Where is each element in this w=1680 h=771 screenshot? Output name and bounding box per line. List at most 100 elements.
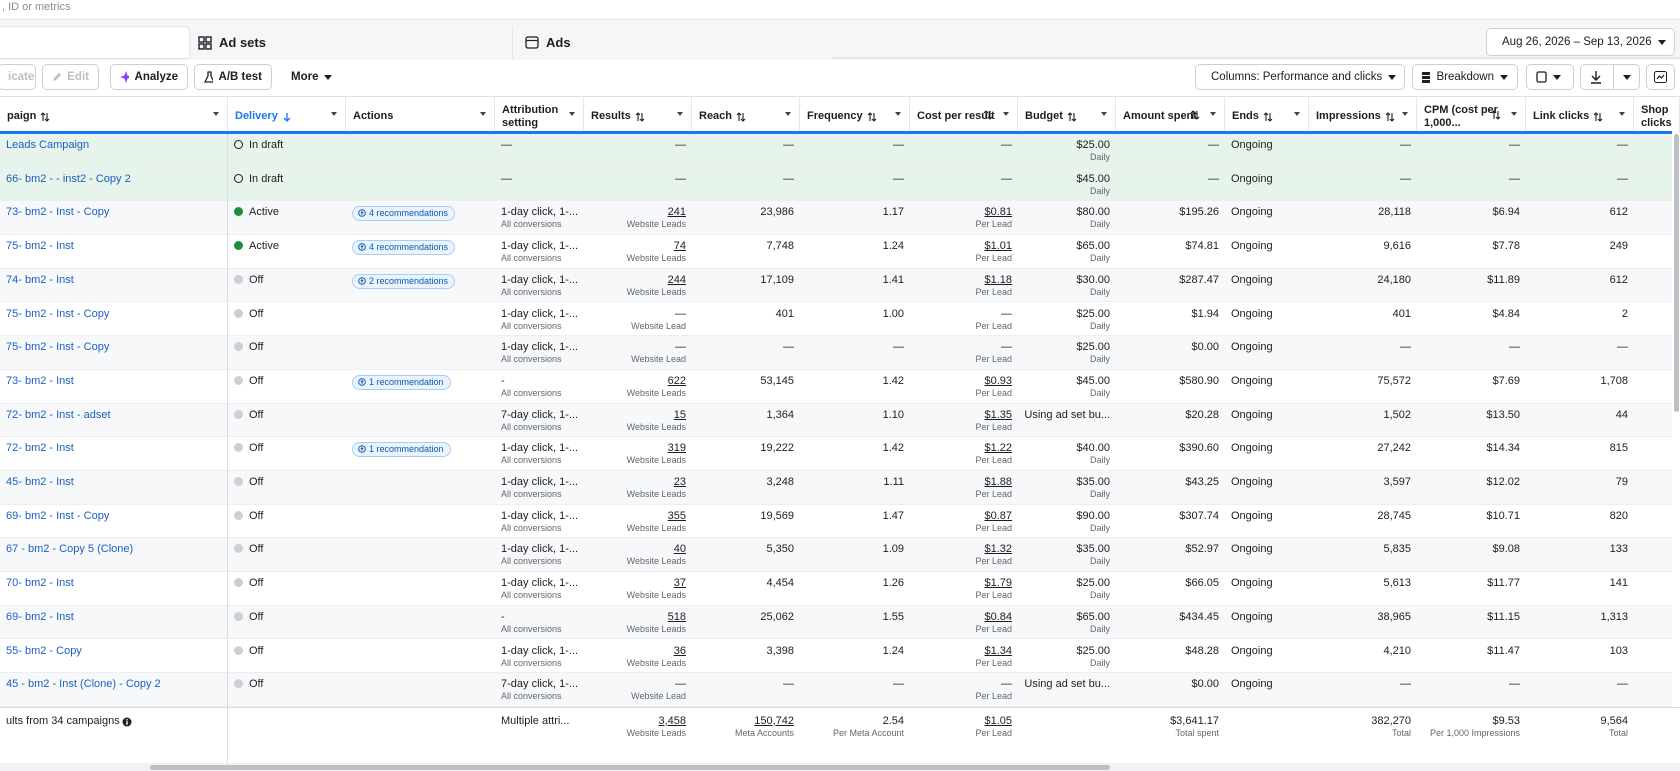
cost-value[interactable]: $1.88 [984, 476, 1012, 488]
cost-value[interactable]: $1.18 [984, 273, 1012, 286]
results-value[interactable]: 74 [673, 240, 686, 253]
campaign-name[interactable]: 67 - bm2 - Copy 5 (Clone) [6, 543, 134, 556]
column-menu-caret[interactable] [213, 112, 219, 116]
column-header[interactable]: Attribution setting [495, 96, 584, 133]
campaign-name[interactable]: 55- bm2 - Copy [6, 644, 82, 657]
table-row[interactable] [0, 369, 1672, 404]
cost-value[interactable]: $1.22 [984, 442, 1012, 455]
column-header[interactable]: Budget [1018, 96, 1116, 133]
results-value[interactable]: 241 [667, 206, 686, 219]
cost-value[interactable]: $0.81 [984, 206, 1012, 219]
column-menu-caret[interactable] [1402, 112, 1408, 116]
column-header[interactable]: CPM (cost per 1,000... [1417, 96, 1526, 133]
sort-icon[interactable] [736, 111, 746, 122]
results-value[interactable]: 36 [673, 644, 686, 657]
more-button[interactable]: More [281, 64, 341, 90]
table-row[interactable] [0, 302, 1672, 337]
column-menu-caret[interactable] [1101, 112, 1107, 116]
results-value[interactable]: 244 [667, 273, 686, 286]
reports-button[interactable] [1526, 64, 1574, 90]
cost-value[interactable]: $1.01 [984, 240, 1012, 253]
column-menu-caret[interactable] [1003, 112, 1009, 116]
column-menu-caret[interactable] [1619, 112, 1625, 116]
campaign-name[interactable]: 66- bm2 - - inst2 - Copy 2 [6, 172, 131, 185]
cost-value[interactable]: $1.79 [984, 577, 1012, 590]
column-header[interactable]: Frequency [800, 96, 910, 133]
ad-sets-tab[interactable]: Ad sets [198, 26, 512, 59]
campaign-name[interactable]: 45 - bm2 - Inst (Clone) - Copy 2 [6, 678, 161, 691]
campaign-name[interactable]: Leads Campaign [6, 139, 90, 151]
sort-icon[interactable] [1067, 111, 1077, 122]
recommendation-pill[interactable]: 4 recommendations [352, 206, 456, 222]
column-header[interactable]: Results [584, 96, 692, 133]
recommendation-pill[interactable]: 1 recommendation [352, 374, 451, 390]
column-header[interactable]: Link clicks [1526, 96, 1634, 133]
table-row[interactable] [0, 538, 1672, 573]
campaign-name[interactable]: 73- bm2 - Inst [6, 374, 74, 387]
recommendation-pill[interactable]: 1 recommendation [352, 442, 451, 458]
duplicate-button[interactable]: icate [0, 64, 36, 90]
cost-value[interactable]: $1.32 [984, 543, 1012, 556]
campaign-name[interactable]: 75- bm2 - Inst - Copy [6, 307, 110, 320]
sort-icon[interactable] [1190, 110, 1200, 120]
campaign-name[interactable]: 75- bm2 - Inst - Copy [6, 341, 110, 354]
column-header[interactable]: Amount spent [1116, 96, 1225, 133]
sort-icon[interactable] [282, 112, 292, 122]
cost-value[interactable]: $1.34 [984, 644, 1012, 657]
results-value[interactable]: 37 [673, 577, 686, 590]
columns-button[interactable]: Columns: Performance and clicks [1195, 64, 1405, 90]
table-row[interactable] [0, 504, 1672, 539]
campaign-name[interactable]: 70- bm2 - Inst [6, 577, 74, 590]
analyze-button[interactable]: Analyze [110, 64, 188, 90]
campaign-name[interactable]: 72- bm2 - Inst - adset [6, 408, 111, 421]
column-header[interactable]: paign [0, 96, 228, 133]
vertical-scrollbar[interactable] [1674, 134, 1679, 412]
campaign-name[interactable]: 69- bm2 - Inst [6, 610, 74, 623]
table-row[interactable] [0, 572, 1672, 606]
export-menu[interactable] [1613, 65, 1639, 89]
column-header[interactable]: Impressions [1309, 96, 1417, 133]
campaign-name[interactable]: 73- bm2 - Inst - Copy [6, 206, 110, 219]
sort-icon[interactable] [867, 111, 877, 122]
cost-value[interactable]: $1.05 [984, 714, 1012, 727]
table-row[interactable] [0, 134, 1672, 168]
campaign-name[interactable]: 72- bm2 - Inst [6, 442, 74, 455]
column-header[interactable]: Ends [1225, 96, 1309, 133]
column-menu-caret[interactable] [677, 112, 683, 116]
column-header[interactable]: Delivery [228, 96, 346, 133]
breakdown-button[interactable]: Breakdown [1412, 64, 1518, 90]
results-value[interactable]: 3,458 [658, 714, 686, 727]
table-row[interactable] [0, 268, 1672, 303]
reach-value[interactable]: 150,742 [754, 714, 794, 727]
recommendation-pill[interactable]: 2 recommendations [352, 273, 456, 289]
column-header[interactable]: Shop clicks [1634, 96, 1680, 133]
sort-icon[interactable] [40, 111, 50, 122]
table-row[interactable] [0, 639, 1672, 674]
cost-value[interactable]: $0.84 [984, 610, 1012, 623]
recommendation-pill[interactable]: 4 recommendations [352, 240, 456, 256]
table-row[interactable] [0, 605, 1672, 640]
column-header[interactable]: Reach [692, 96, 800, 133]
sort-icon[interactable] [983, 110, 993, 120]
sort-icon[interactable] [1263, 111, 1273, 122]
results-value[interactable]: 40 [673, 543, 686, 556]
table-row[interactable] [0, 437, 1672, 471]
results-value[interactable]: 23 [673, 476, 686, 488]
table-row[interactable] [0, 336, 1672, 370]
table-row[interactable] [0, 167, 1672, 202]
ads-tab[interactable]: Ads [512, 26, 832, 59]
date-range-picker[interactable]: Aug 26, 2026 – Sep 13, 2026 [1486, 28, 1675, 56]
sort-icon[interactable] [1593, 111, 1603, 122]
cost-value[interactable]: $0.87 [984, 509, 1012, 522]
column-header[interactable]: Actions [346, 96, 495, 133]
info-icon[interactable] [122, 717, 132, 727]
results-value[interactable]: 15 [673, 408, 686, 421]
campaign-name[interactable]: 45- bm2 - Inst [6, 476, 74, 488]
column-menu-caret[interactable] [785, 112, 791, 116]
results-value[interactable]: 319 [667, 442, 686, 455]
results-value[interactable]: 518 [667, 610, 686, 623]
edit-button[interactable]: Edit [42, 64, 99, 90]
column-menu-caret[interactable] [1294, 112, 1300, 116]
column-menu-caret[interactable] [480, 112, 486, 116]
search-field[interactable]: , ID or metrics [0, 0, 1680, 20]
